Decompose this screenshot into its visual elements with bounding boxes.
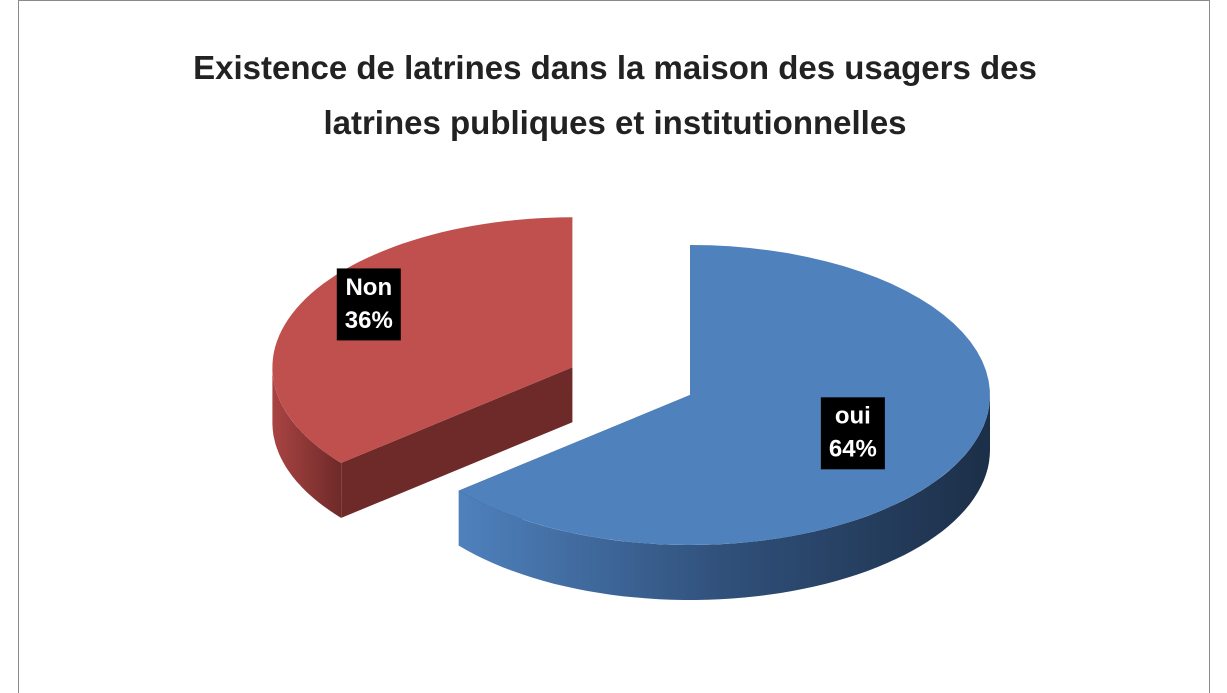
data-label-box bbox=[336, 268, 401, 341]
slice bbox=[458, 245, 990, 545]
slice-side bbox=[272, 367, 342, 518]
slice-side bbox=[458, 395, 990, 600]
data-label-value: 36% bbox=[345, 307, 393, 334]
slice-cut-face bbox=[341, 367, 573, 518]
data-label-box bbox=[820, 397, 885, 470]
chart-title: Existence de latrines dans la maison des… bbox=[193, 49, 1037, 141]
data-label-value: 64% bbox=[829, 436, 877, 463]
data-label-category: oui bbox=[835, 403, 871, 430]
data-label-category: Non bbox=[345, 274, 392, 301]
